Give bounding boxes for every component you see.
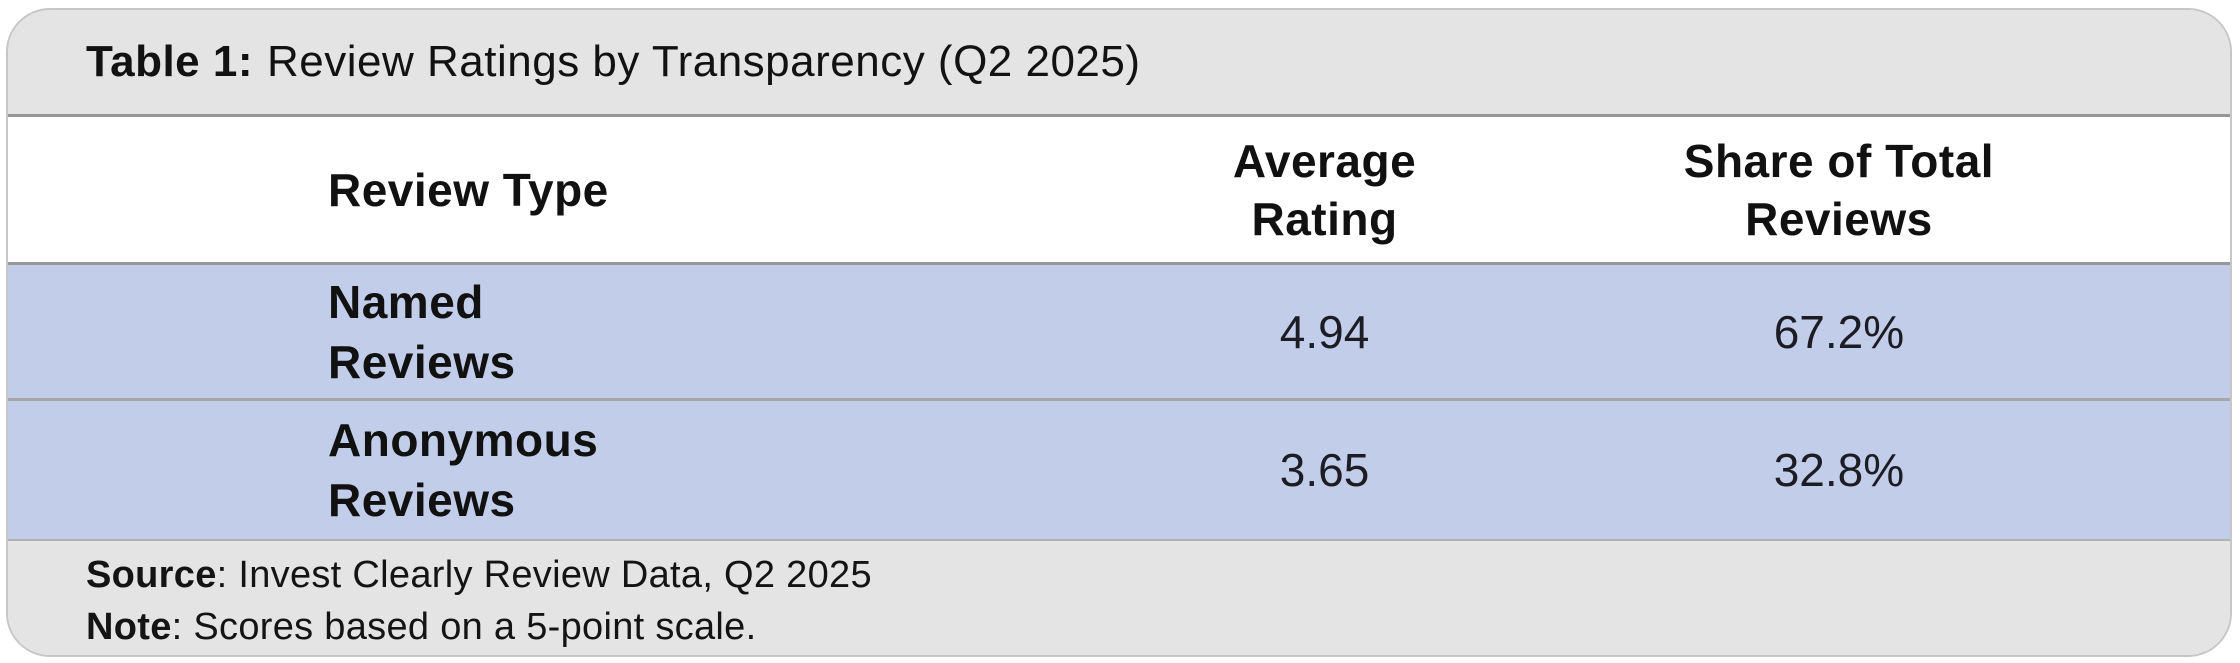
row-label: Anonymous Reviews bbox=[328, 414, 599, 526]
caption-text: Review Ratings by Transparency (Q2 2025) bbox=[267, 37, 1141, 86]
source-text: : Invest Clearly Review Data, Q2 2025 bbox=[216, 554, 872, 596]
row-spacer bbox=[2097, 265, 2230, 398]
note-label: Note bbox=[86, 606, 172, 648]
table-card: Table 1: Review Ratings by Transparency … bbox=[6, 8, 2232, 657]
average-rating-value: 3.65 bbox=[1279, 444, 1370, 496]
table-caption: Table 1: Review Ratings by Transparency … bbox=[8, 10, 2230, 117]
table-row-anonymous-reviews: Anonymous Reviews 3.65 32.8% bbox=[8, 401, 2230, 541]
row-spacer bbox=[2097, 401, 2230, 539]
table-header-row: Review Type Average Rating Share of Tota… bbox=[8, 117, 2230, 265]
column-header-review-type: Review Type bbox=[328, 163, 609, 216]
header-spacer bbox=[2097, 117, 2230, 262]
average-rating-value: 4.94 bbox=[1279, 305, 1370, 358]
row-label: Named Reviews bbox=[328, 275, 516, 388]
caption-label: Table 1: bbox=[86, 37, 254, 86]
share-value: 32.8% bbox=[1773, 444, 1905, 496]
column-header-share-of-total: Share of Total Reviews bbox=[1683, 134, 1995, 245]
source-label: Source bbox=[86, 554, 217, 596]
column-header-average-rating: Average Rating bbox=[1232, 134, 1417, 245]
source-line: Source: Invest Clearly Review Data, Q2 2… bbox=[86, 549, 2230, 601]
share-value: 67.2% bbox=[1773, 305, 1905, 358]
note-text: : Scores based on a 5-point scale. bbox=[171, 606, 757, 648]
table-footer: Source: Invest Clearly Review Data, Q2 2… bbox=[8, 541, 2230, 655]
note-line: Note: Scores based on a 5-point scale. bbox=[86, 601, 2230, 653]
table-row-named-reviews: Named Reviews 4.94 67.2% bbox=[8, 265, 2230, 401]
